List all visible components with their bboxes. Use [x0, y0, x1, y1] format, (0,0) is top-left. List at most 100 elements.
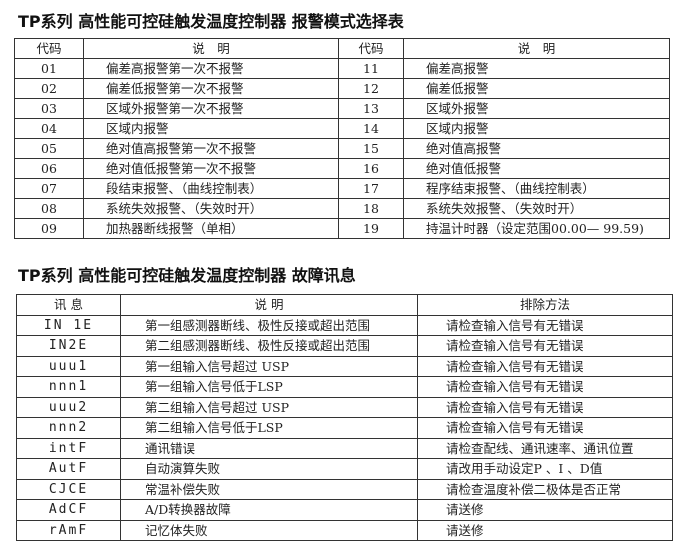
- table-cell: 12: [338, 78, 404, 99]
- table-cell: 偏差低报警: [403, 78, 670, 99]
- fault-table-title: TP系列 高性能可控硅触发温度控制器 故障讯息: [18, 266, 356, 285]
- alarm-mode-table: 代码说 明代码说 明 01 偏差高报警第一次不报警 11 偏差高报警 02 偏差低报警第一次…: [14, 38, 670, 239]
- table-cell: 段结束报警、（曲线控制表）: [83, 178, 339, 199]
- table-cell: 02: [14, 78, 84, 99]
- table-cell: 13: [338, 98, 404, 119]
- table-cell: 16: [338, 158, 404, 179]
- table-cell: 请检查温度补偿二极体是否正常: [417, 478, 673, 500]
- table-cell: 绝对值低报警: [403, 158, 670, 179]
- table-cell: 第二组输入信号低于LSP: [120, 417, 418, 439]
- table-cell: 偏差低报警第一次不报警: [83, 78, 339, 99]
- table-cell: 14: [338, 118, 404, 139]
- table-row: uuu1 第一组输入信号超过 USP 请检查输入信号有无错误: [16, 355, 673, 377]
- table-cell: 区域内报警: [83, 118, 339, 139]
- table-row: 08 系统失效报警、（失效时开） 18 系统失效报警、（失效时开）: [14, 198, 670, 219]
- table-cell: 区域外报警第一次不报警: [83, 98, 339, 119]
- table-cell: 偏差高报警: [403, 58, 670, 79]
- column-header: 说 明: [120, 294, 418, 316]
- table-cell: 自动演算失败: [120, 458, 418, 480]
- table-cell: 请检查输入信号有无错误: [417, 335, 673, 357]
- table-cell: 第二组输入信号超过 USP: [120, 396, 418, 418]
- table-cell: nnn1: [16, 376, 121, 398]
- table-cell: 程序结束报警、（曲线控制表）: [403, 178, 670, 199]
- table-cell: 请检查输入信号有无错误: [417, 355, 673, 377]
- table-cell: 区域内报警: [403, 118, 670, 139]
- table-row: AdCF A/D转换器故障 请送修: [16, 499, 673, 521]
- table-row: nnn2 第二组输入信号低于LSP 请检查输入信号有无错误: [16, 417, 673, 439]
- table-row: rAmF 记忆体失败 请送修: [16, 519, 673, 541]
- table-cell: IN2E: [16, 335, 121, 357]
- table-cell: 第一组输入信号低于LSP: [120, 376, 418, 398]
- table-row: 06 绝对值低报警第一次不报警 16 绝对值低报警: [14, 158, 670, 179]
- table-cell: 绝对值高报警: [403, 138, 670, 159]
- table-cell: A/D转换器故障: [120, 499, 418, 521]
- table-cell: AutF: [16, 458, 121, 480]
- table-cell: 第二组感测器断线、极性反接或超出范围: [120, 335, 418, 357]
- table-row: IN2E 第二组感测器断线、极性反接或超出范围 请检查输入信号有无错误: [16, 335, 673, 357]
- table-row: 04 区域内报警 14 区域内报警: [14, 118, 670, 139]
- table-cell: 请送修: [417, 519, 673, 541]
- table-row: CJCE 常温补偿失败 请检查温度补偿二极体是否正常: [16, 478, 673, 500]
- table-cell: 11: [338, 58, 404, 79]
- table-cell: 请检查输入信号有无错误: [417, 396, 673, 418]
- column-header: 说 明: [83, 38, 339, 59]
- table-row: 07 段结束报警、（曲线控制表） 17 程序结束报警、（曲线控制表）: [14, 178, 670, 199]
- table-row: AutF 自动演算失败 请改用手动设定P 、I 、D值: [16, 458, 673, 480]
- table-row: 01 偏差高报警第一次不报警 11 偏差高报警: [14, 58, 670, 79]
- header-row: 讯 息说 明排除方法: [16, 294, 673, 316]
- table-cell: uuu2: [16, 396, 121, 418]
- table-cell: 17: [338, 178, 404, 199]
- table-cell: nnn2: [16, 417, 121, 439]
- table-cell: 18: [338, 198, 404, 219]
- table-cell: 绝对值高报警第一次不报警: [83, 138, 339, 159]
- table-cell: 偏差高报警第一次不报警: [83, 58, 339, 79]
- table-cell: 07: [14, 178, 84, 199]
- table-cell: 请检查输入信号有无错误: [417, 417, 673, 439]
- table-cell: 第一组感测器断线、极性反接或超出范围: [120, 314, 418, 336]
- table-cell: rAmF: [16, 519, 121, 541]
- table-cell: 常温补偿失败: [120, 478, 418, 500]
- table-cell: 05: [14, 138, 84, 159]
- table-row: nnn1 第一组输入信号低于LSP 请检查输入信号有无错误: [16, 376, 673, 398]
- table-cell: 区域外报警: [403, 98, 670, 119]
- table-cell: 15: [338, 138, 404, 159]
- table-cell: 请改用手动设定P 、I 、D值: [417, 458, 673, 480]
- header-row: 代码说 明代码说 明: [14, 38, 670, 59]
- table-row: uuu2 第二组输入信号超过 USP 请检查输入信号有无错误: [16, 396, 673, 418]
- column-header: 排除方法: [417, 294, 673, 316]
- column-header: 说 明: [403, 38, 670, 59]
- table-cell: 加热器断线报警（单相）: [83, 218, 339, 239]
- table-row: IN 1E 第一组感测器断线、极性反接或超出范围 请检查输入信号有无错误: [16, 314, 673, 336]
- table-cell: intF: [16, 437, 121, 459]
- table-cell: 第一组输入信号超过 USP: [120, 355, 418, 377]
- table-cell: 请送修: [417, 499, 673, 521]
- table-cell: uuu1: [16, 355, 121, 377]
- fault-message-table: 讯 息说 明排除方法 IN 1E 第一组感测器断线、极性反接或超出范围 请检查输入信号…: [16, 294, 673, 541]
- table-row: 05 绝对值高报警第一次不报警 15 绝对值高报警: [14, 138, 670, 159]
- table-cell: 09: [14, 218, 84, 239]
- table-cell: 06: [14, 158, 84, 179]
- column-header: 讯 息: [16, 294, 121, 316]
- table-cell: 03: [14, 98, 84, 119]
- table-cell: 请检查输入信号有无错误: [417, 376, 673, 398]
- table-cell: 请检查配线、通讯速率、通讯位置: [417, 437, 673, 459]
- table-cell: 系统失效报警、（失效时开）: [403, 198, 670, 219]
- table-cell: 04: [14, 118, 84, 139]
- table-cell: 绝对值低报警第一次不报警: [83, 158, 339, 179]
- table-cell: IN 1E: [16, 314, 121, 336]
- table-row: 03 区域外报警第一次不报警 13 区域外报警: [14, 98, 670, 119]
- table-row: intF 通讯错误 请检查配线、通讯速率、通讯位置: [16, 437, 673, 459]
- table-cell: 01: [14, 58, 84, 79]
- table-row: 09 加热器断线报警（单相） 19 持温计时器（设定范围00.00— 99.59): [14, 218, 670, 239]
- column-header: 代码: [14, 38, 84, 59]
- table-cell: 请检查输入信号有无错误: [417, 314, 673, 336]
- table-cell: 08: [14, 198, 84, 219]
- alarm-table-title: TP系列 高性能可控硅触发温度控制器 报警模式选择表: [18, 12, 404, 31]
- table-cell: CJCE: [16, 478, 121, 500]
- table-cell: 通讯错误: [120, 437, 418, 459]
- column-header: 代码: [338, 38, 404, 59]
- table-cell: AdCF: [16, 499, 121, 521]
- table-cell: 记忆体失败: [120, 519, 418, 541]
- table-cell: 系统失效报警、（失效时开）: [83, 198, 339, 219]
- table-cell: 19: [338, 218, 404, 239]
